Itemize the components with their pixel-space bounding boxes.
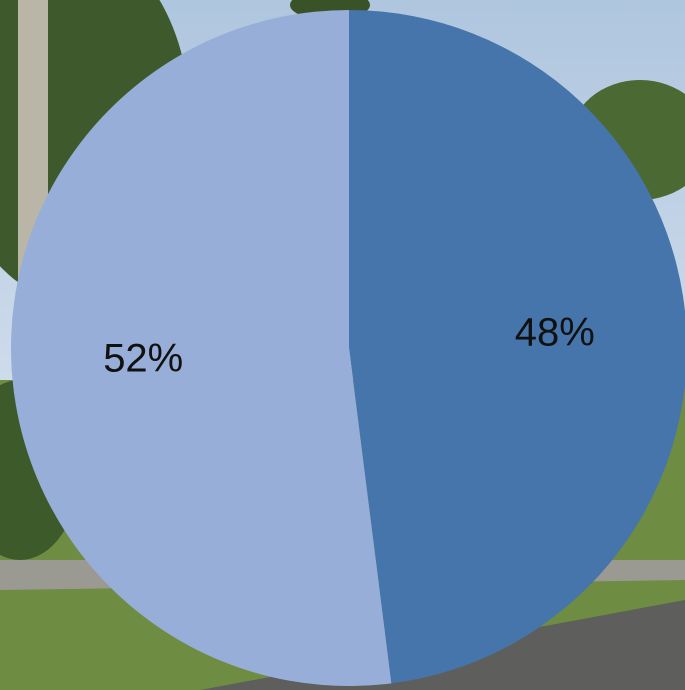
- pie-slice-0: [349, 10, 685, 684]
- pie-slices: [11, 10, 685, 686]
- pie-slice-label-0: 48%: [515, 311, 595, 355]
- pie-labels: 48% 52%: [103, 311, 595, 381]
- pie-slice-label-1: 52%: [103, 337, 183, 381]
- pie-slice-1: [11, 10, 392, 686]
